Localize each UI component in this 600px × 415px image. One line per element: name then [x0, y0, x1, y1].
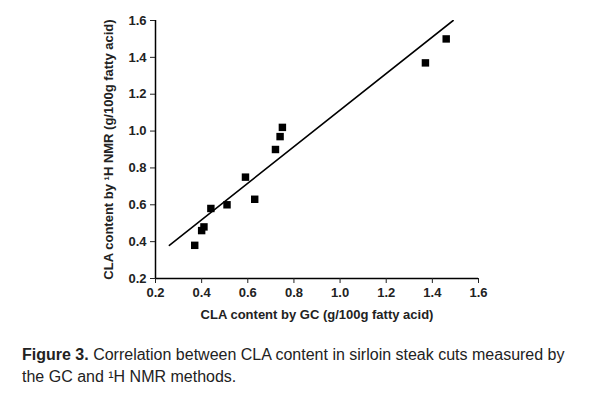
- svg-text:CLA content by ¹H NMR (g/100g: CLA content by ¹H NMR (g/100g fatty acid…: [101, 19, 116, 279]
- svg-text:1.4: 1.4: [423, 285, 442, 300]
- svg-text:0.6: 0.6: [128, 197, 146, 212]
- svg-text:1.2: 1.2: [377, 285, 395, 300]
- svg-text:1.2: 1.2: [128, 86, 146, 101]
- svg-text:1.4: 1.4: [128, 50, 147, 65]
- svg-text:1.0: 1.0: [331, 285, 349, 300]
- svg-text:1.0: 1.0: [128, 123, 146, 138]
- svg-text:0.8: 0.8: [285, 285, 303, 300]
- svg-text:0.2: 0.2: [146, 285, 164, 300]
- svg-text:0.2: 0.2: [128, 271, 146, 286]
- svg-text:CLA content by GC (g/100g fatt: CLA content by GC (g/100g fatty acid): [201, 307, 434, 322]
- svg-text:0.6: 0.6: [239, 285, 257, 300]
- svg-text:0.8: 0.8: [128, 160, 146, 175]
- svg-text:1.6: 1.6: [128, 13, 146, 28]
- svg-text:1.6: 1.6: [469, 285, 487, 300]
- svg-text:0.4: 0.4: [128, 234, 147, 249]
- svg-text:0.4: 0.4: [193, 285, 212, 300]
- html-text:Figure 3. Correlation between: Figure 3. Correlation between CLA conten…: [22, 346, 565, 385]
